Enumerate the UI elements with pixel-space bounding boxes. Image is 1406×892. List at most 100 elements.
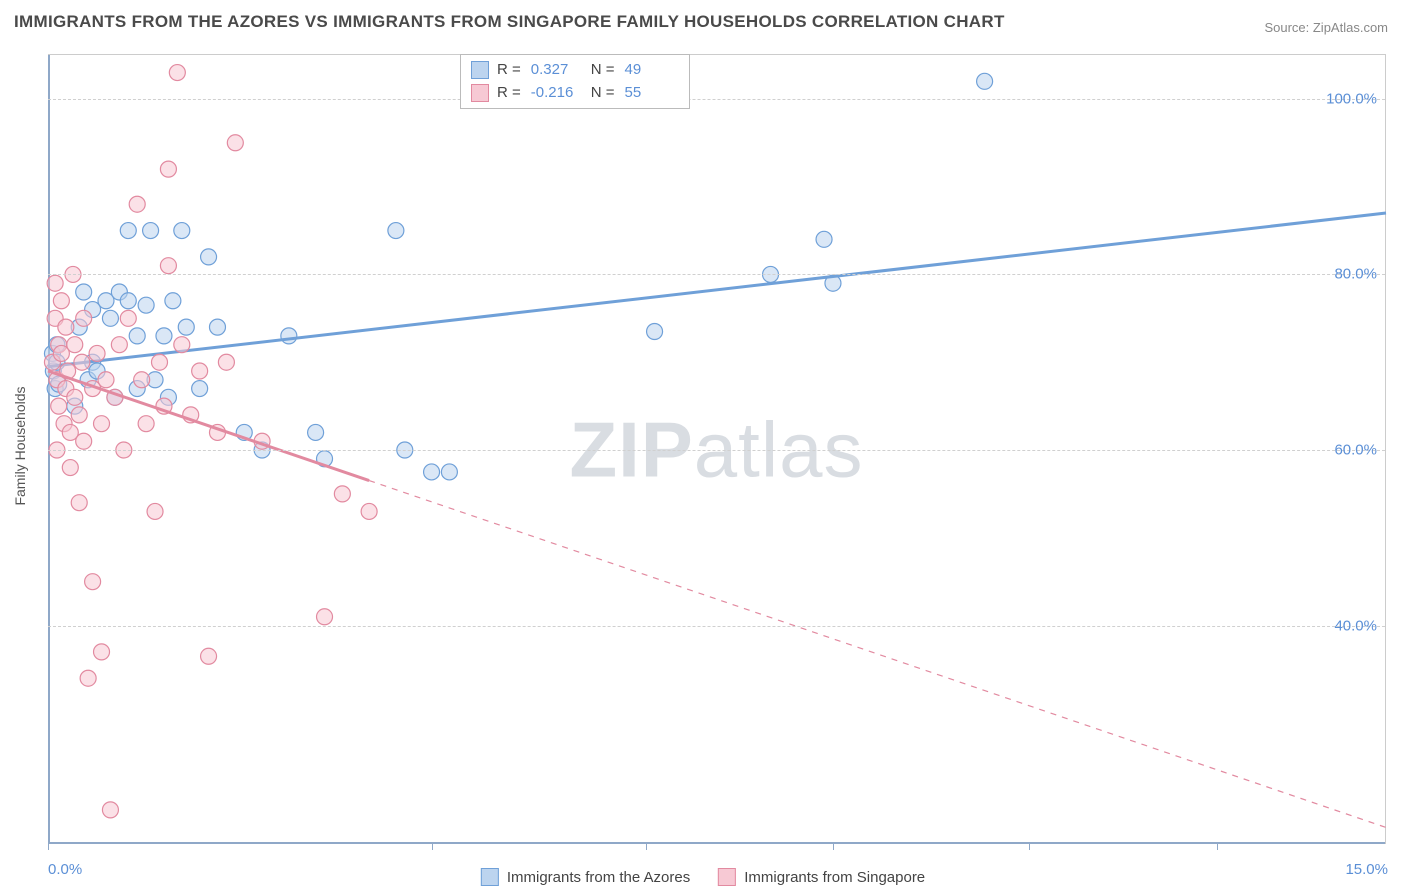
- data-point: [67, 389, 83, 405]
- data-point: [201, 249, 217, 265]
- data-point: [160, 161, 176, 177]
- data-point: [156, 328, 172, 344]
- data-point: [129, 196, 145, 212]
- data-point: [192, 363, 208, 379]
- legend-n-value: 55: [625, 82, 677, 105]
- gridline: [48, 450, 1385, 451]
- legend-row: R = -0.216 N = 55: [471, 82, 677, 105]
- x-tick-label-max: 15.0%: [1345, 861, 1388, 878]
- data-point: [120, 223, 136, 239]
- data-point: [174, 337, 190, 353]
- x-tick: [1029, 844, 1030, 850]
- legend-swatch: [471, 61, 489, 79]
- data-point: [111, 337, 127, 353]
- data-point: [94, 416, 110, 432]
- data-point: [227, 135, 243, 151]
- data-point: [192, 381, 208, 397]
- legend-row: R = 0.327 N = 49: [471, 59, 677, 82]
- data-point: [76, 284, 92, 300]
- data-point: [76, 433, 92, 449]
- data-point: [308, 424, 324, 440]
- legend-label: Immigrants from Singapore: [744, 869, 925, 886]
- data-point: [160, 258, 176, 274]
- data-point: [165, 293, 181, 309]
- legend-r-label: R =: [497, 59, 521, 82]
- y-tick-label: 40.0%: [1334, 617, 1377, 634]
- data-point: [816, 231, 832, 247]
- data-point: [94, 644, 110, 660]
- data-point: [53, 293, 69, 309]
- data-point: [334, 486, 350, 502]
- gridline: [48, 274, 1385, 275]
- legend-swatch: [481, 868, 499, 886]
- x-tick: [833, 844, 834, 850]
- data-point: [174, 223, 190, 239]
- data-point: [47, 275, 63, 291]
- data-point: [71, 495, 87, 511]
- legend-item: Immigrants from Singapore: [718, 868, 925, 886]
- data-point: [58, 319, 74, 335]
- data-point: [129, 328, 145, 344]
- y-tick-label: 100.0%: [1326, 90, 1377, 107]
- legend-swatch: [718, 868, 736, 886]
- data-point: [152, 354, 168, 370]
- data-point: [80, 670, 96, 686]
- data-point: [317, 609, 333, 625]
- y-tick-label: 80.0%: [1334, 266, 1377, 283]
- y-tick-label: 60.0%: [1334, 442, 1377, 459]
- x-tick: [432, 844, 433, 850]
- data-point: [71, 407, 87, 423]
- plot-area: ZIPatlas 40.0%60.0%80.0%100.0%: [48, 54, 1386, 844]
- data-point: [647, 324, 663, 340]
- data-point: [169, 65, 185, 81]
- chart-title: IMMIGRANTS FROM THE AZORES VS IMMIGRANTS…: [14, 12, 1005, 32]
- data-point: [74, 354, 90, 370]
- data-point: [102, 310, 118, 326]
- data-point: [85, 574, 101, 590]
- data-point: [201, 648, 217, 664]
- x-tick: [48, 844, 49, 850]
- data-point: [138, 297, 154, 313]
- x-tick-label-min: 0.0%: [48, 861, 82, 878]
- data-point: [102, 802, 118, 818]
- legend-n-label: N =: [591, 82, 615, 105]
- y-axis-title: Family Households: [12, 386, 28, 505]
- trend-line-dashed: [369, 481, 1386, 828]
- data-point: [361, 503, 377, 519]
- data-point: [977, 73, 993, 89]
- data-point: [281, 328, 297, 344]
- legend-r-value: -0.216: [531, 82, 583, 105]
- data-point: [388, 223, 404, 239]
- data-point: [143, 223, 159, 239]
- data-point: [67, 337, 83, 353]
- data-point: [424, 464, 440, 480]
- legend-r-label: R =: [497, 82, 521, 105]
- legend-r-value: 0.327: [531, 59, 583, 82]
- data-point: [209, 319, 225, 335]
- legend-bottom: Immigrants from the Azores Immigrants fro…: [481, 868, 925, 886]
- legend-item: Immigrants from the Azores: [481, 868, 690, 886]
- legend-n-value: 49: [625, 59, 677, 82]
- data-point: [89, 345, 105, 361]
- data-point: [138, 416, 154, 432]
- gridline: [48, 99, 1385, 100]
- data-point: [134, 372, 150, 388]
- data-point: [147, 503, 163, 519]
- data-point: [51, 398, 67, 414]
- gridline: [48, 626, 1385, 627]
- data-point: [218, 354, 234, 370]
- data-point: [441, 464, 457, 480]
- legend-swatch: [471, 84, 489, 102]
- x-tick: [646, 844, 647, 850]
- trend-line: [48, 213, 1386, 367]
- data-point: [62, 460, 78, 476]
- data-point: [178, 319, 194, 335]
- data-point: [120, 293, 136, 309]
- legend-n-label: N =: [591, 59, 615, 82]
- data-point: [76, 310, 92, 326]
- data-point: [98, 372, 114, 388]
- legend-top: R = 0.327 N = 49 R = -0.216 N = 55: [460, 54, 690, 109]
- data-point: [120, 310, 136, 326]
- x-tick: [1217, 844, 1218, 850]
- source-label: Source: ZipAtlas.com: [1264, 20, 1388, 35]
